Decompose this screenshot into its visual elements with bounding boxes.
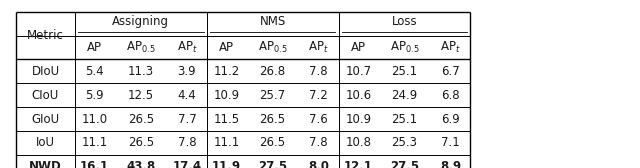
Text: 26.5: 26.5 bbox=[260, 113, 285, 126]
Text: 6.7: 6.7 bbox=[441, 65, 460, 78]
Text: 5.4: 5.4 bbox=[85, 65, 104, 78]
Text: 11.5: 11.5 bbox=[214, 113, 239, 126]
Text: IoU: IoU bbox=[36, 136, 55, 150]
Text: 10.8: 10.8 bbox=[346, 136, 371, 150]
Text: 26.5: 26.5 bbox=[128, 136, 154, 150]
Text: AP$_{0.5}$: AP$_{0.5}$ bbox=[126, 40, 156, 55]
Text: 25.1: 25.1 bbox=[392, 65, 417, 78]
Text: Metric: Metric bbox=[27, 29, 64, 42]
Text: DIoU: DIoU bbox=[31, 65, 60, 78]
Text: 26.5: 26.5 bbox=[128, 113, 154, 126]
Text: 8.9: 8.9 bbox=[440, 160, 461, 168]
Text: GIoU: GIoU bbox=[31, 113, 60, 126]
Text: Loss: Loss bbox=[392, 15, 417, 28]
Text: 11.0: 11.0 bbox=[82, 113, 108, 126]
Text: 7.8: 7.8 bbox=[309, 136, 328, 150]
Text: AP: AP bbox=[219, 41, 234, 54]
Text: AP$_t$: AP$_t$ bbox=[177, 40, 197, 55]
Text: AP$_{0.5}$: AP$_{0.5}$ bbox=[390, 40, 419, 55]
Text: 10.6: 10.6 bbox=[346, 89, 371, 102]
Text: 10.9: 10.9 bbox=[214, 89, 239, 102]
Text: NWD: NWD bbox=[29, 160, 62, 168]
Text: 17.4: 17.4 bbox=[172, 160, 202, 168]
Text: 7.1: 7.1 bbox=[441, 136, 460, 150]
Text: AP$_t$: AP$_t$ bbox=[308, 40, 329, 55]
Text: 10.7: 10.7 bbox=[346, 65, 371, 78]
Text: 26.5: 26.5 bbox=[260, 136, 285, 150]
Text: 12.1: 12.1 bbox=[344, 160, 373, 168]
Text: 16.1: 16.1 bbox=[80, 160, 109, 168]
Text: 7.8: 7.8 bbox=[309, 65, 328, 78]
Text: 4.4: 4.4 bbox=[177, 89, 196, 102]
Text: 7.7: 7.7 bbox=[177, 113, 196, 126]
Text: 5.9: 5.9 bbox=[85, 89, 104, 102]
Text: 27.5: 27.5 bbox=[258, 160, 287, 168]
Text: 25.7: 25.7 bbox=[260, 89, 285, 102]
Text: 25.3: 25.3 bbox=[392, 136, 417, 150]
Text: 3.9: 3.9 bbox=[177, 65, 196, 78]
Text: 7.8: 7.8 bbox=[177, 136, 196, 150]
Text: 26.8: 26.8 bbox=[260, 65, 285, 78]
Text: AP: AP bbox=[351, 41, 366, 54]
Text: 11.9: 11.9 bbox=[212, 160, 241, 168]
Text: 24.9: 24.9 bbox=[391, 89, 418, 102]
Text: 11.1: 11.1 bbox=[81, 136, 108, 150]
Text: 11.2: 11.2 bbox=[213, 65, 240, 78]
Text: 27.5: 27.5 bbox=[390, 160, 419, 168]
Text: 8.0: 8.0 bbox=[308, 160, 329, 168]
Text: CIoU: CIoU bbox=[32, 89, 59, 102]
Text: 6.9: 6.9 bbox=[441, 113, 460, 126]
Text: AP$_t$: AP$_t$ bbox=[440, 40, 461, 55]
Text: Assigning: Assigning bbox=[112, 15, 170, 28]
Text: 25.1: 25.1 bbox=[392, 113, 417, 126]
Text: 6.8: 6.8 bbox=[441, 89, 460, 102]
Text: 11.3: 11.3 bbox=[128, 65, 154, 78]
Text: 43.8: 43.8 bbox=[126, 160, 156, 168]
Text: 11.1: 11.1 bbox=[213, 136, 240, 150]
Text: 12.5: 12.5 bbox=[128, 89, 154, 102]
Text: 7.6: 7.6 bbox=[309, 113, 328, 126]
Text: AP: AP bbox=[87, 41, 102, 54]
Text: AP$_{0.5}$: AP$_{0.5}$ bbox=[258, 40, 287, 55]
Text: NMS: NMS bbox=[259, 15, 286, 28]
Text: 10.9: 10.9 bbox=[346, 113, 371, 126]
Text: 7.2: 7.2 bbox=[309, 89, 328, 102]
